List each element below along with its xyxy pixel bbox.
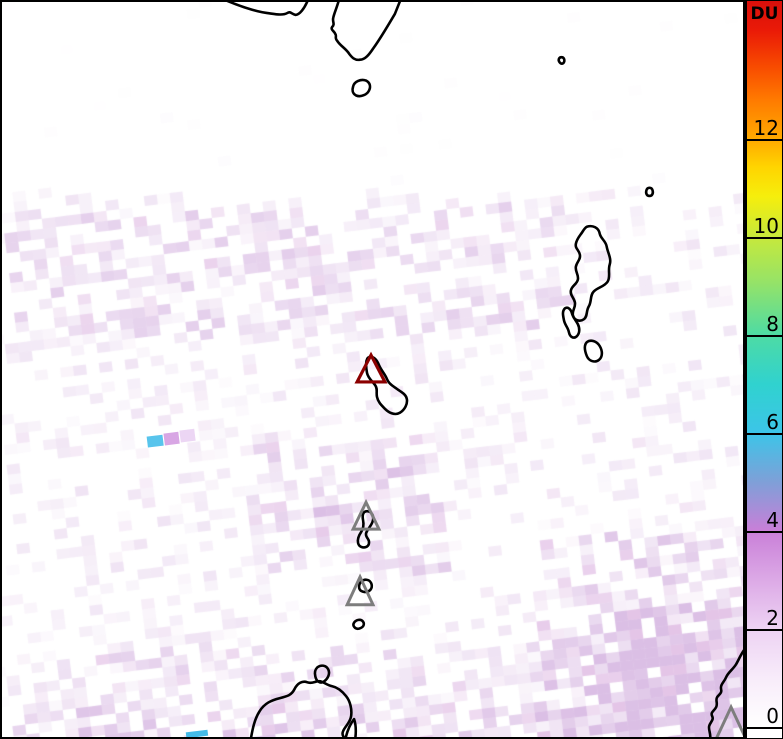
volcano-marker-red <box>354 351 388 384</box>
coast-bottom-sliver <box>344 717 358 737</box>
data-pixel-orchid-left <box>163 431 180 446</box>
islet-dot-north <box>557 55 566 65</box>
colorbar-tick-label: 4 <box>766 508 779 532</box>
island-gray-volcano-1 <box>356 509 375 549</box>
coast-bottom-center <box>249 679 353 737</box>
pixel-field-canvas <box>2 2 743 737</box>
coast-top-left <box>226 2 309 17</box>
island-above-bottom <box>313 664 331 684</box>
volcano-marker-gray-3 <box>715 703 743 737</box>
colorbar-tick <box>747 727 782 729</box>
colorbar-tick <box>747 433 782 435</box>
data-pixel-pale-left <box>179 428 196 443</box>
data-pixel-cyan-bottom <box>185 729 209 737</box>
coast-top-peninsula <box>330 2 402 62</box>
colorbar-tick <box>747 139 782 141</box>
colorbar-tick-label: 6 <box>766 410 779 434</box>
coastline-layer <box>146 2 743 737</box>
colorbar-tick-label: 2 <box>766 606 779 630</box>
colorbar-tick-label: 0 <box>766 704 779 728</box>
map-panel <box>0 0 745 739</box>
island-east-teardrop <box>583 339 604 363</box>
colorbar-tick <box>747 335 782 337</box>
colorbar-tick-label: 8 <box>766 312 779 336</box>
islet-dot-east <box>644 186 655 198</box>
island-east-large <box>569 224 612 322</box>
volcano-marker-gray-2 <box>344 573 376 607</box>
islet-blob-south <box>352 618 366 631</box>
colorbar-tick-label: 10 <box>753 214 779 238</box>
coast-bottom-right <box>707 649 743 737</box>
island-east-sliver <box>561 306 581 339</box>
island-red-volcano <box>364 355 409 416</box>
colorbar-gradient <box>747 1 782 738</box>
colorbar-tick-label: 12 <box>753 116 779 140</box>
data-pixel-cyan-left <box>146 434 164 448</box>
volcano-marker-gray-1 <box>350 498 382 531</box>
colorbar-tick <box>747 629 782 631</box>
colorbar: 12 10 8 6 4 2 0 DU <box>745 0 783 739</box>
colorbar-tick <box>747 531 782 533</box>
island-below-peninsula <box>351 78 372 98</box>
colorbar-unit-label: DU <box>750 4 779 24</box>
colorbar-tick <box>747 237 782 239</box>
